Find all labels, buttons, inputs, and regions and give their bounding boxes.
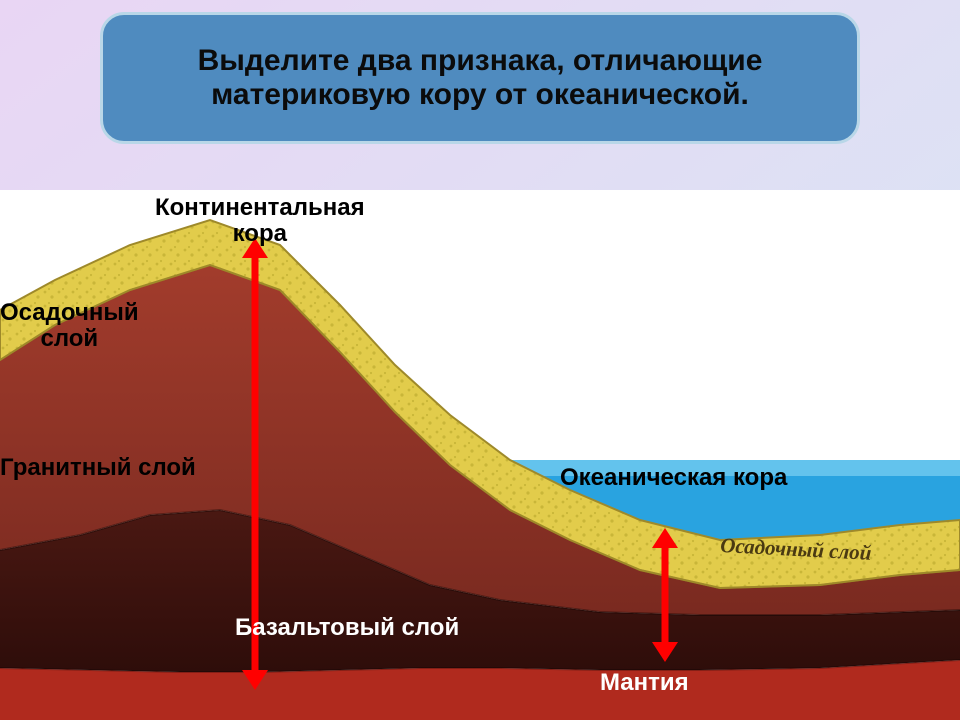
question-text: Выделите два признака, отличающие матери… [121,44,839,112]
label-basalt-layer: Базальтовый слой [235,615,459,641]
label-sediment-layer: Осадочный слой [0,300,139,353]
label-mantle: Мантия [600,670,689,696]
question-header: Выделите два признака, отличающие матери… [100,12,860,144]
stage: Выделите два признака, отличающие матери… [0,0,960,720]
label-oceanic-crust: Океаническая кора [560,465,787,491]
label-granite-layer: Гранитный слой [0,455,196,481]
label-continental-crust: Континентальная кора [155,195,365,248]
